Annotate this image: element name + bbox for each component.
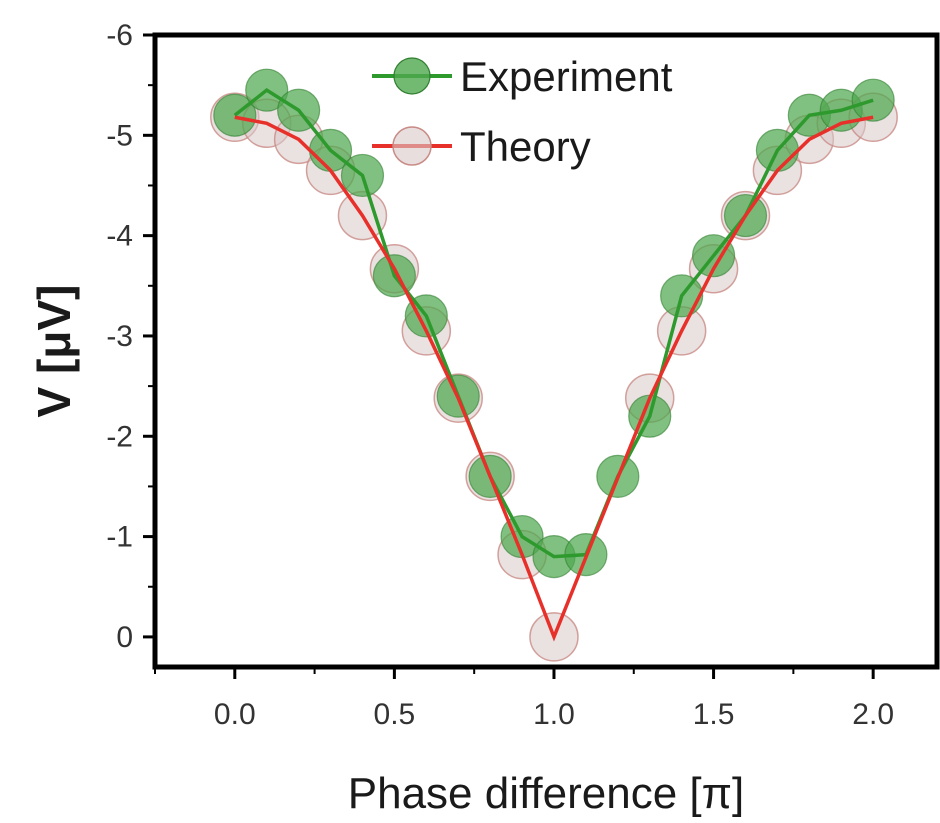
y-tick-label: -1 [106, 521, 133, 554]
x-axis-title: Phase difference [π] [348, 769, 744, 818]
y-tick-label: -2 [106, 420, 133, 453]
series-layer [210, 68, 898, 662]
x-tick-label: 0.0 [214, 698, 256, 731]
legend-theory-label: Theory [460, 123, 591, 170]
y-tick-label: -6 [106, 19, 133, 52]
y-axis-title: V [μV] [28, 285, 80, 418]
y-tick-label: -5 [106, 119, 133, 152]
legend: Experiment Theory [372, 53, 673, 170]
theory-line [234, 115, 874, 642]
y-tick-label: 0 [116, 621, 133, 654]
experiment-line [233, 88, 874, 559]
x-tick-label: 1.5 [693, 698, 735, 731]
y-tick-label: -4 [106, 220, 133, 253]
x-tick-label: 2.0 [852, 698, 894, 731]
y-tick-label: -3 [106, 320, 133, 353]
legend-theory-marker [392, 126, 432, 166]
y-axis-ticks: 0 -1 -2 -3 -4 -5 -6 [106, 19, 155, 654]
x-tick-label: 0.5 [374, 698, 416, 731]
legend-experiment-marker [393, 57, 431, 95]
x-tick-label: 1.0 [533, 698, 575, 731]
legend-experiment-label: Experiment [460, 53, 673, 100]
x-axis-ticks: 0.0 0.5 1.0 1.5 2.0 [154, 667, 894, 731]
plot-frame [152, 32, 940, 670]
